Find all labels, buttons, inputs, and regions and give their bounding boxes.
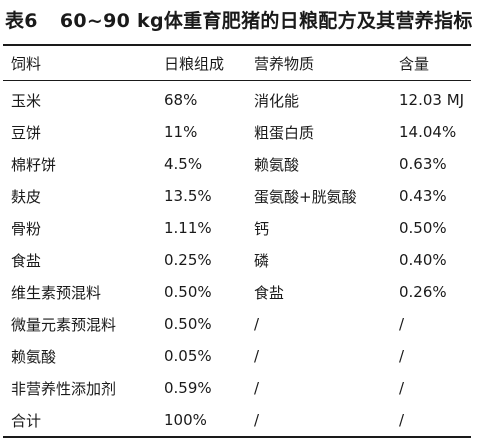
table-row: 维生素预混料 0.50% 食盐 0.26%: [3, 276, 471, 308]
table-row: 合计 100% / /: [3, 404, 471, 436]
content-cell: 0.26%: [399, 283, 447, 301]
nutrient-cell: /: [254, 315, 260, 333]
composition-cell: 68%: [164, 91, 198, 109]
composition-cell: 1.11%: [164, 219, 212, 237]
composition-cell: 0.05%: [164, 347, 212, 365]
header-row: 饲料 日粮组成 营养物质 含量: [3, 46, 471, 80]
table-row: 麸皮 13.5% 蛋氨酸+胱氨酸 0.43%: [3, 180, 471, 212]
bottom-rule: [3, 436, 471, 438]
table-row: 赖氨酸 0.05% / /: [3, 340, 471, 372]
feed-cell: 食盐: [11, 251, 42, 270]
table-row: 骨粉 1.11% 钙 0.50%: [3, 212, 471, 244]
feed-cell: 玉米: [11, 91, 42, 110]
table-number: 表6: [5, 10, 38, 32]
table-row: 棉籽饼 4.5% 赖氨酸 0.63%: [3, 148, 471, 180]
content-cell: /: [399, 411, 405, 429]
column-header-content: 含量: [399, 54, 430, 73]
feed-cell: 维生素预混料: [11, 283, 102, 302]
column-header-composition: 日粮组成: [164, 54, 225, 73]
content-cell: 0.43%: [399, 187, 447, 205]
composition-cell: 0.50%: [164, 283, 212, 301]
content-cell: 12.03 MJ: [399, 91, 465, 109]
composition-cell: 100%: [164, 411, 207, 429]
table-row: 玉米 68% 消化能 12.03 MJ: [3, 80, 471, 116]
composition-cell: 0.50%: [164, 315, 212, 333]
column-header-nutrient: 营养物质: [254, 54, 315, 73]
composition-cell: 13.5%: [164, 187, 212, 205]
composition-cell: 11%: [164, 123, 198, 141]
diet-formula-table: 饲料 日粮组成 营养物质 含量 玉米 68% 消化能 12.03 MJ 豆饼 11% 粗蛋白…: [3, 46, 471, 436]
table-row: 非营养性添加剂 0.59% / /: [3, 372, 471, 404]
table-body: 玉米 68% 消化能 12.03 MJ 豆饼 11% 粗蛋白质 14.04% 棉籽饼 4.5% 赖氨…: [3, 80, 471, 436]
table-row: 食盐 0.25% 磷 0.40%: [3, 244, 471, 276]
composition-cell: 0.25%: [164, 251, 212, 269]
feed-cell: 棉籽饼: [11, 155, 57, 174]
composition-cell: 0.59%: [164, 379, 212, 397]
feed-cell: 豆饼: [11, 123, 42, 142]
feed-cell: 合计: [11, 411, 42, 430]
content-cell: /: [399, 347, 405, 365]
nutrient-cell: /: [254, 379, 260, 397]
table-row: 微量元素预混料 0.50% / /: [3, 308, 471, 340]
content-cell: 0.40%: [399, 251, 447, 269]
composition-cell: 4.5%: [164, 155, 203, 173]
feed-cell: 微量元素预混料: [11, 315, 117, 334]
nutrient-cell: 蛋氨酸+胱氨酸: [254, 187, 357, 206]
nutrient-cell: 磷: [254, 251, 270, 270]
content-cell: 0.50%: [399, 219, 447, 237]
feed-cell: 麸皮: [11, 187, 42, 206]
nutrient-cell: 钙: [254, 219, 270, 238]
header-rule: [3, 80, 471, 81]
column-header-feed: 饲料: [11, 54, 42, 73]
content-cell: 14.04%: [399, 123, 457, 141]
nutrient-cell: 粗蛋白质: [254, 123, 315, 142]
table-title: 表6 60~90 kg体重育肥猪的日粮配方及其营养指标: [5, 6, 473, 33]
table-caption: 60~90 kg体重育肥猪的日粮配方及其营养指标: [59, 10, 473, 32]
feed-cell: 赖氨酸: [11, 347, 57, 366]
feed-cell: 非营养性添加剂: [11, 379, 117, 398]
nutrient-cell: 食盐: [254, 283, 285, 302]
nutrient-cell: 赖氨酸: [254, 155, 300, 174]
content-cell: 0.63%: [399, 155, 447, 173]
feed-cell: 骨粉: [11, 219, 42, 238]
content-cell: /: [399, 379, 405, 397]
top-rule: [3, 44, 471, 46]
table-row: 豆饼 11% 粗蛋白质 14.04%: [3, 116, 471, 148]
nutrient-cell: /: [254, 411, 260, 429]
content-cell: /: [399, 315, 405, 333]
nutrient-cell: 消化能: [254, 91, 300, 110]
nutrient-cell: /: [254, 347, 260, 365]
